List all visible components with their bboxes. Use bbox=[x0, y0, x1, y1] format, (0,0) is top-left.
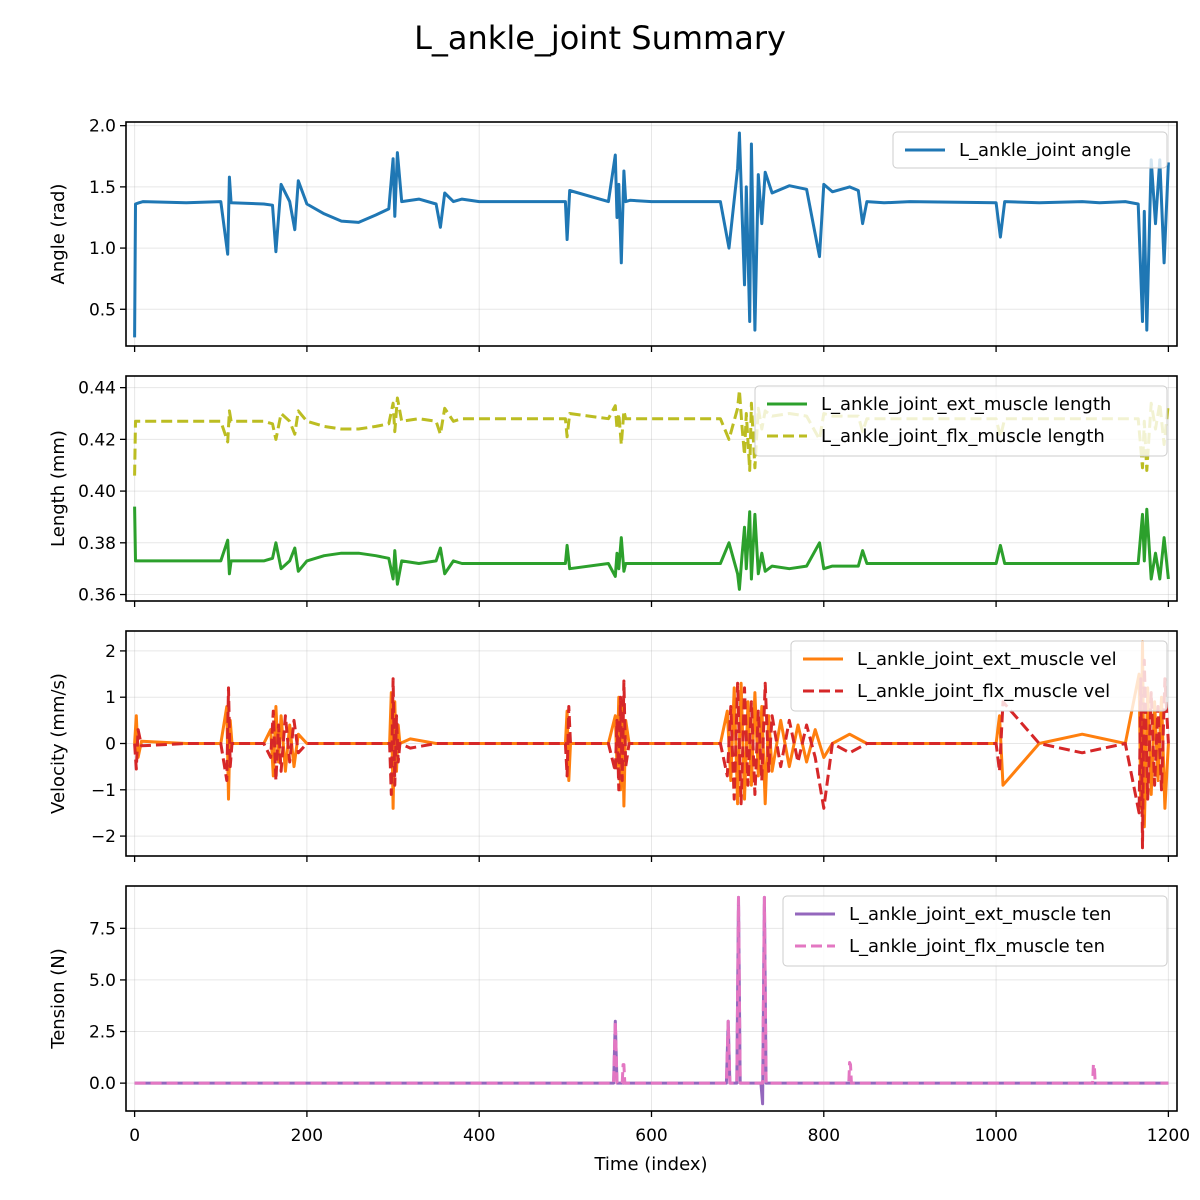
legend-label: L_ankle_joint_flx_muscle vel bbox=[857, 681, 1110, 702]
series-line-2 bbox=[134, 895, 1169, 1085]
y-tick-label: 7.5 bbox=[89, 919, 116, 939]
y-tick-label: 5.0 bbox=[89, 971, 116, 991]
legend: L_ankle_joint_ext_muscle ten L_ankle_join… bbox=[782, 895, 1168, 967]
x-tick-label: 600 bbox=[635, 1126, 667, 1146]
subplot-2: 0.36 0.38 0.40 0.42 0.44 Length (mm) L_ankle_j… bbox=[48, 375, 1178, 607]
legend: L_ankle_joint_ext_muscle vel L_ankle_join… bbox=[790, 640, 1168, 712]
y-tick-label: 0.5 bbox=[89, 300, 116, 320]
y-tick-label: 0.38 bbox=[78, 534, 116, 554]
figure-title: L_ankle_joint Summary bbox=[414, 19, 786, 57]
y-tick-label: 2 bbox=[105, 642, 116, 662]
y-tick-label: 1 bbox=[105, 688, 116, 708]
y-tick-label: 1.0 bbox=[89, 239, 116, 259]
legend: L_ankle_joint_ext_muscle length L_ankle_j… bbox=[754, 385, 1168, 457]
x-tick-label: 200 bbox=[291, 1126, 323, 1146]
y-tick-label: −2 bbox=[91, 827, 116, 847]
legend-label: L_ankle_joint_ext_muscle length bbox=[821, 394, 1111, 415]
x-tick-label: 400 bbox=[463, 1126, 495, 1146]
legend-label: L_ankle_joint_ext_muscle ten bbox=[849, 904, 1111, 925]
series-line-2 bbox=[133, 658, 1170, 850]
y-tick-label: 0.42 bbox=[78, 430, 116, 450]
legend-label: L_ankle_joint_flx_muscle ten bbox=[849, 936, 1105, 957]
series-line-1 bbox=[133, 506, 1170, 591]
x-tick-label: 800 bbox=[808, 1126, 840, 1146]
subplot-3: −2 −1 0 1 2 Velocity (mm/s) L_ankle_joint_ext_… bbox=[48, 630, 1178, 862]
legend-label: L_ankle_joint angle bbox=[959, 140, 1131, 161]
legend-box bbox=[790, 640, 1168, 712]
y-axis-label: Angle (rad) bbox=[48, 184, 69, 285]
series-line-1 bbox=[133, 131, 1170, 338]
y-axis-label: Velocity (mm/s) bbox=[48, 673, 69, 814]
y-tick-label: −1 bbox=[91, 781, 116, 801]
subplot-1: 0.5 1.0 1.5 2.0 Angle (rad) L_ankle_joint ang… bbox=[48, 117, 1178, 352]
y-tick-label: 0.40 bbox=[78, 482, 116, 502]
legend-label: L_ankle_joint_ext_muscle vel bbox=[857, 649, 1117, 670]
subplot-4: 0.0 2.5 5.0 7.5 0 200 400 600 800 1000 1200 Tension… bbox=[48, 885, 1190, 1146]
y-tick-label: 0.36 bbox=[78, 586, 116, 606]
y-axis-label: Tension (N) bbox=[48, 948, 69, 1049]
legend: L_ankle_joint angle bbox=[892, 131, 1168, 169]
legend-box bbox=[754, 385, 1168, 457]
subplots: 0.5 1.0 1.5 2.0 Angle (rad) L_ankle_joint ang… bbox=[48, 117, 1190, 1146]
legend-box bbox=[782, 895, 1168, 967]
y-tick-label: 2.5 bbox=[89, 1023, 116, 1043]
y-tick-label: 1.5 bbox=[89, 178, 116, 198]
x-tick-label: 1200 bbox=[1147, 1126, 1190, 1146]
legend-box bbox=[892, 131, 1168, 169]
x-tick-label: 0 bbox=[129, 1126, 140, 1146]
y-tick-label: 2.0 bbox=[89, 117, 116, 137]
y-axis-label: Length (mm) bbox=[48, 430, 69, 547]
x-axis-label: Time (index) bbox=[593, 1154, 707, 1175]
y-tick-label: 0 bbox=[105, 735, 116, 755]
legend-label: L_ankle_joint_flx_muscle length bbox=[821, 426, 1105, 447]
y-tick-label: 0.44 bbox=[78, 379, 116, 399]
y-tick-label: 0.0 bbox=[89, 1074, 116, 1094]
x-tick-label: 1000 bbox=[974, 1126, 1017, 1146]
